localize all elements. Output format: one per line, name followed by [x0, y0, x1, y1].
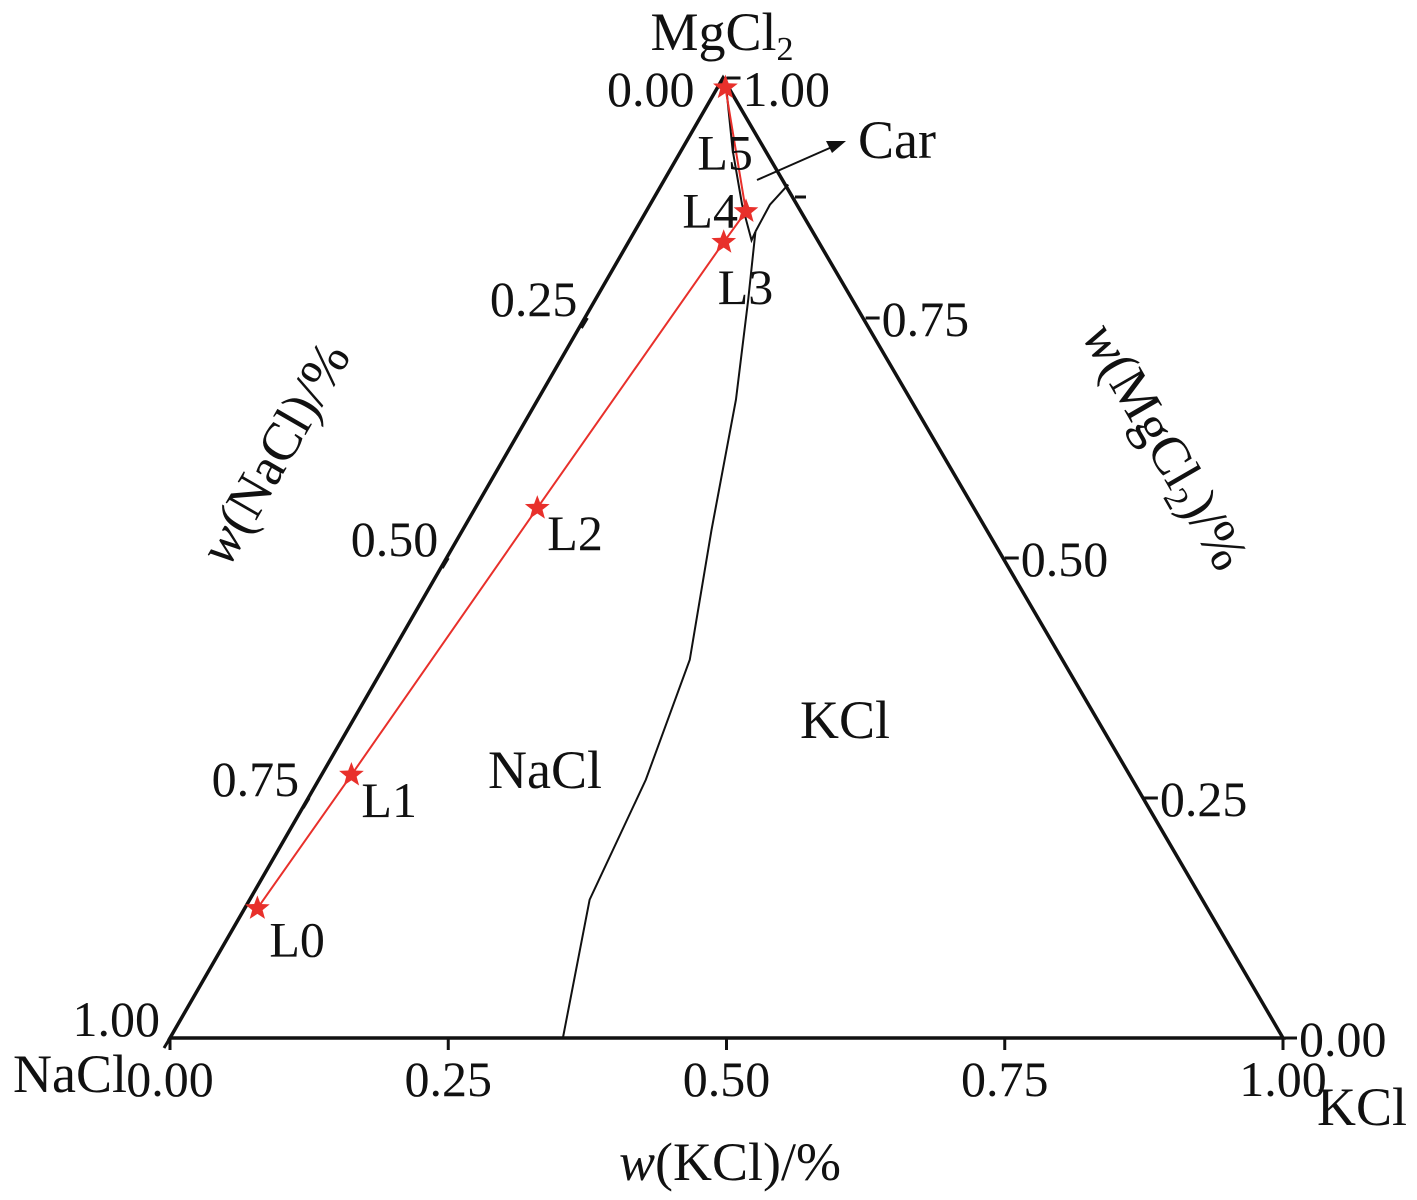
right-tick-label: 0.50	[1021, 531, 1109, 587]
right-tick-label: 1.00	[743, 61, 831, 117]
left-tick-label: 0.25	[490, 271, 578, 327]
region-label-nacl: NaCl	[488, 740, 602, 800]
region-label-kcl: KCl	[800, 690, 890, 750]
star-marker-l3	[711, 229, 737, 253]
vertex-label-nacl: NaCl	[13, 1044, 127, 1104]
right-tick-label: 0.25	[1160, 771, 1248, 827]
bottom-tick-label: 1.00	[1239, 1051, 1327, 1107]
phase-boundary-0	[561, 231, 757, 1039]
left-tick	[162, 1037, 172, 1049]
star-marker-l5	[713, 74, 738, 99]
bottom-tick-label: 0.25	[405, 1051, 493, 1107]
point-label-l3: L3	[718, 259, 774, 315]
axis-title-nacl: w(NaCl)/%	[187, 331, 362, 574]
car-arrow-head	[826, 141, 846, 153]
phase-boundary-2	[754, 183, 790, 233]
crystallization-path-line	[256, 87, 748, 909]
bottom-tick-label: 0.00	[126, 1051, 214, 1107]
bottom-tick-label: 0.75	[961, 1051, 1049, 1107]
right-tick-label: 0.00	[1299, 1011, 1387, 1067]
vertex-label-mgcl2: MgCl2	[650, 2, 793, 68]
star-marker-l0	[245, 895, 270, 919]
left-tick-label: 1.00	[73, 991, 161, 1047]
axis-title-kcl: w(KCl)/%	[619, 1132, 841, 1192]
left-tick-label: 0.75	[212, 751, 300, 807]
point-label-l5: L5	[697, 125, 753, 181]
region-label-car: Car	[858, 110, 936, 170]
car-arrow-line	[756, 146, 833, 181]
bottom-tick-label: 0.50	[683, 1051, 771, 1107]
star-marker-l1	[339, 762, 364, 786]
left-tick-label: 0.50	[351, 511, 439, 567]
left-tick	[580, 317, 589, 329]
left-tick	[301, 797, 311, 809]
point-label-l0: L0	[269, 911, 325, 967]
point-label-l2: L2	[547, 505, 603, 561]
star-marker-l2	[524, 495, 550, 519]
left-tick	[440, 557, 450, 569]
star-marker-l4	[733, 198, 759, 222]
left-tick-label: 0.00	[607, 61, 695, 117]
point-label-l1: L1	[361, 772, 417, 828]
phase-boundary-1	[724, 84, 757, 244]
right-tick-label: 0.75	[882, 291, 970, 347]
point-label-l4: L4	[682, 182, 738, 238]
vertex-label-kcl: KCl	[1317, 1077, 1407, 1137]
